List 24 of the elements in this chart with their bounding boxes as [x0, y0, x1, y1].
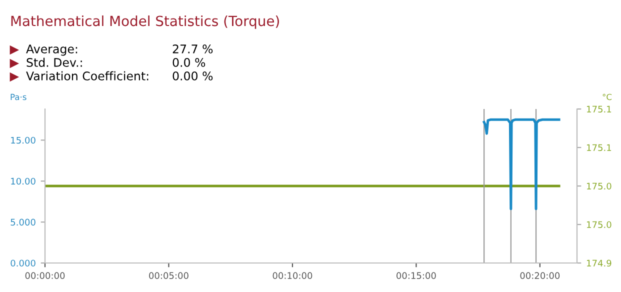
text: 27.7 %	[172, 44, 213, 54]
y2-tick-label: 175.0	[587, 221, 612, 228]
x-tick-label: 00:05:00	[149, 272, 188, 280]
text: Variation Coefficient:	[26, 71, 148, 80]
y-tick-label: 0.000	[10, 260, 36, 267]
x-tick-label: 00:20:00	[520, 272, 560, 280]
y2-tick-label: 174.9	[587, 260, 612, 267]
y-tick-label: 5.000	[10, 218, 36, 226]
y-tick-label: 10.00	[11, 178, 36, 185]
y2-tick-label: 175.1	[587, 106, 612, 113]
text: 0.00 %	[172, 71, 213, 80]
y2-tick-label: 175.0	[587, 182, 612, 190]
y2-axis-title: °C	[602, 94, 612, 100]
text: 0.0 %	[172, 58, 206, 67]
text: Average:	[26, 44, 78, 56]
x-tick-label: 00:15:00	[396, 272, 436, 280]
x-tick-label: 00:00:00	[25, 272, 65, 280]
chart-title: Mathematical Model Statistics (Torque)	[11, 15, 279, 29]
x-tick-label: 00:10:00	[272, 272, 312, 280]
y-axis-title: Pa·s	[10, 94, 26, 100]
text: Std. Dev.:	[26, 58, 82, 67]
line-series	[482, 118, 560, 210]
y2-tick-label: 175.1	[587, 144, 612, 152]
y-tick-label: 15.00	[11, 136, 36, 144]
